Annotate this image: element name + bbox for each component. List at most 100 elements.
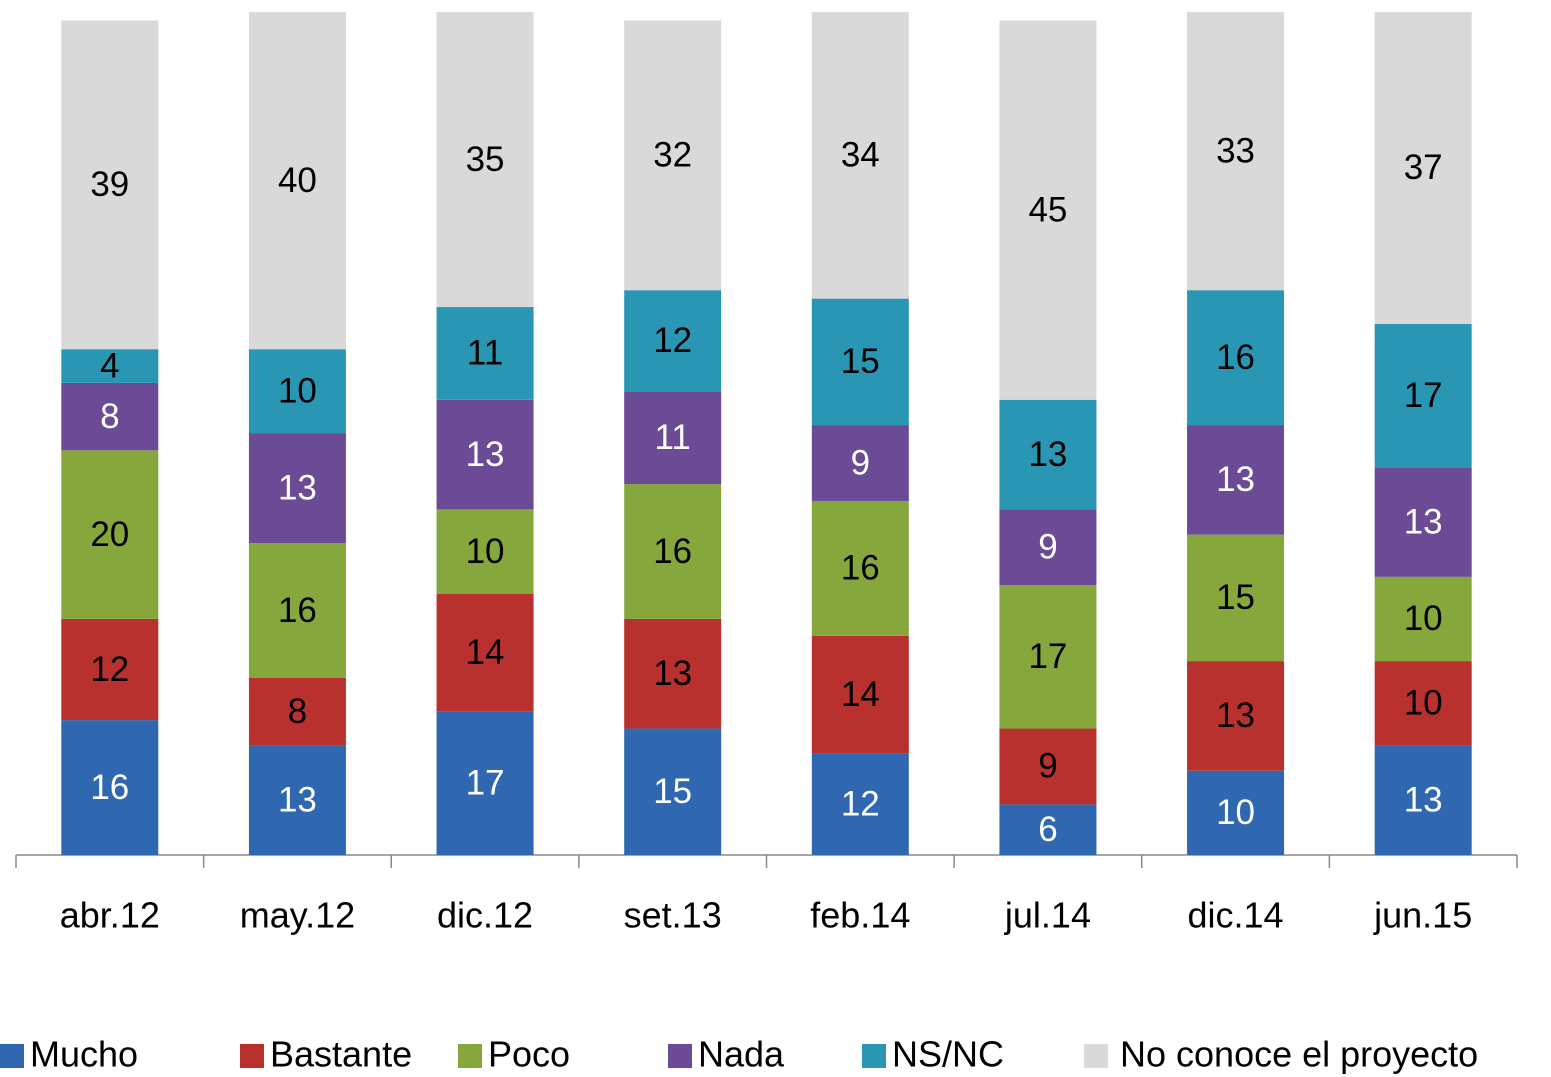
legend-label: Mucho	[30, 1034, 138, 1075]
bar-segment	[1187, 661, 1285, 771]
x-tick-label: jun.15	[1373, 895, 1472, 936]
data-label: 15	[653, 772, 692, 811]
legend-swatch	[862, 1044, 886, 1068]
bar-segment	[61, 720, 159, 855]
data-label: 17	[1028, 637, 1067, 676]
bar-segment	[248, 12, 346, 350]
data-label: 13	[653, 654, 692, 693]
data-label: 13	[1028, 435, 1067, 474]
x-tick-label: feb.14	[810, 895, 910, 936]
data-label: 34	[841, 136, 880, 175]
bar-segment	[1374, 745, 1472, 855]
data-label: 9	[1038, 747, 1057, 786]
data-label: 37	[1404, 148, 1443, 187]
bar-segment	[436, 307, 534, 400]
data-label: 12	[653, 321, 692, 360]
bar-segment	[1187, 425, 1285, 535]
data-label: 10	[466, 532, 505, 571]
bar-segment	[999, 728, 1097, 805]
data-label: 11	[655, 418, 691, 457]
data-label: 17	[1404, 376, 1443, 415]
bar-segment	[248, 677, 346, 746]
data-label: 16	[653, 532, 692, 571]
data-label: 13	[466, 435, 505, 474]
data-label: 9	[851, 443, 870, 482]
data-label: 13	[278, 469, 317, 508]
legend-swatch	[458, 1044, 482, 1068]
data-label: 8	[288, 692, 307, 731]
bar-segment	[624, 391, 722, 485]
bar-segment	[61, 349, 159, 383]
x-tick-label: abr.12	[60, 895, 160, 936]
x-tick-label: set.13	[624, 895, 722, 936]
bar-segment	[624, 290, 722, 392]
data-label: 10	[1216, 793, 1255, 832]
legend-label: Poco	[488, 1034, 570, 1075]
bar-segment	[61, 450, 159, 619]
bar-segment	[61, 618, 159, 721]
bar-segment	[436, 399, 534, 510]
bar-segment	[436, 711, 534, 855]
data-label: 10	[278, 372, 317, 411]
bar-segment	[999, 20, 1097, 400]
data-label: 13	[1404, 780, 1443, 819]
bar-segment	[1187, 534, 1285, 662]
bar-segment	[811, 298, 909, 426]
data-label: 16	[90, 768, 129, 807]
data-label: 14	[841, 675, 880, 714]
bar-segment	[248, 433, 346, 544]
x-tick-label: dic.12	[437, 895, 533, 936]
bar-segment	[61, 20, 159, 350]
bar-segment	[811, 635, 909, 754]
data-label: 16	[1216, 338, 1255, 377]
data-label: 35	[466, 140, 505, 179]
bar-segment	[624, 618, 722, 729]
legend-label: NS/NC	[892, 1034, 1004, 1075]
data-label: 16	[841, 549, 880, 588]
data-label: 16	[278, 591, 317, 630]
bar-segment	[999, 804, 1097, 855]
data-label: 13	[278, 780, 317, 819]
data-label: 10	[1404, 599, 1443, 638]
x-tick-label: jul.14	[1004, 895, 1091, 936]
bar-segment	[999, 399, 1097, 510]
data-label: 12	[841, 785, 880, 824]
data-label: 10	[1404, 684, 1443, 723]
bar-segment	[1374, 467, 1472, 577]
data-label: 12	[90, 650, 129, 689]
bar-segment	[61, 382, 159, 451]
data-label: 13	[1404, 502, 1443, 541]
bar-segment	[624, 728, 722, 855]
bar-segment	[811, 500, 909, 636]
data-label: 6	[1038, 810, 1057, 849]
bar-segment	[248, 349, 346, 434]
data-label: 13	[1216, 460, 1255, 499]
legend-label: No conoce el proyecto	[1120, 1034, 1478, 1075]
bar-segment	[1374, 661, 1472, 746]
bar-segment	[1374, 576, 1472, 662]
bar-segment	[811, 753, 909, 855]
data-label: 39	[90, 165, 129, 204]
bar-segment	[436, 593, 534, 712]
bar-segment	[436, 12, 534, 308]
data-label: 20	[90, 515, 129, 554]
x-tick-label: dic.14	[1188, 895, 1284, 936]
data-label: 8	[100, 397, 119, 436]
bar-segment	[999, 585, 1097, 729]
legend-label: Nada	[698, 1034, 785, 1075]
bar-segment	[1187, 290, 1285, 426]
bar-segment	[1374, 12, 1472, 324]
data-label: 14	[466, 633, 505, 672]
bar-segment	[1374, 323, 1472, 468]
legend-swatch	[1084, 1044, 1108, 1068]
data-label: 33	[1216, 131, 1255, 170]
bar-segment	[1187, 770, 1285, 855]
data-label: 4	[100, 346, 119, 385]
bar-segment	[248, 543, 346, 678]
legend-swatch	[240, 1044, 264, 1068]
bar-segment	[624, 20, 722, 291]
legend-label: Bastante	[270, 1034, 412, 1075]
x-tick-label: may.12	[240, 895, 355, 936]
legend-swatch	[668, 1044, 692, 1068]
